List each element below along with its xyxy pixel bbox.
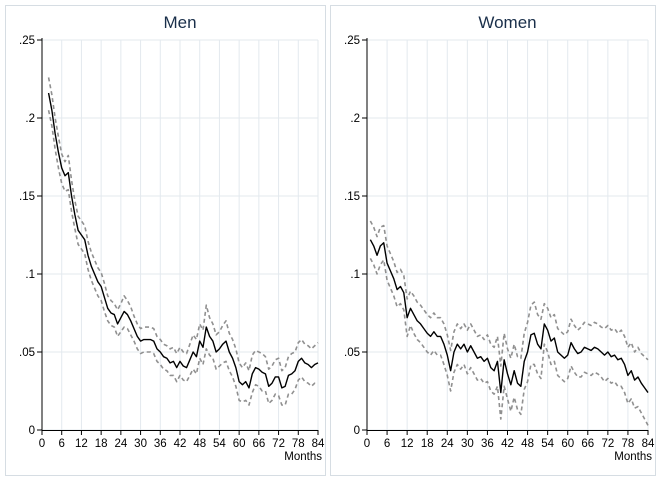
x-tick-label: 30 <box>461 438 474 450</box>
x-tick-label: 60 <box>233 438 246 450</box>
y-tick-label: .2 <box>350 113 360 125</box>
x-tick-label: 84 <box>312 438 325 450</box>
y-tick-label: .15 <box>19 191 35 203</box>
x-tick-label: 18 <box>421 438 434 450</box>
x-axis-label: Months <box>614 451 652 463</box>
x-tick-label: 54 <box>213 438 226 450</box>
y-tick-label: .25 <box>19 35 35 47</box>
x-tick-label: 60 <box>561 438 574 450</box>
x-tick-label: 78 <box>622 438 635 450</box>
y-tick-label: .25 <box>344 35 360 47</box>
x-tick-label: 24 <box>114 438 127 450</box>
panel-men: Men 0 .05 .1 .15 .2 .25 0 6 12 18 24 30 36 42 48 54 60 66 7… <box>5 5 326 476</box>
series-line-upper-ci <box>369 220 649 367</box>
series-line-upper-ci <box>47 77 319 372</box>
series-line-lower-ci <box>47 110 318 406</box>
y-tick-label: .1 <box>350 269 360 281</box>
x-tick-label: 66 <box>581 438 594 450</box>
y-tick-label: .05 <box>19 347 35 359</box>
y-tick-label: 0 <box>29 425 35 437</box>
x-axis-label: Months <box>284 451 322 463</box>
x-tick-label: 12 <box>75 438 88 450</box>
x-tick-label: 30 <box>134 438 147 450</box>
x-tick-label: 48 <box>193 438 206 450</box>
x-tick-label: 48 <box>521 438 534 450</box>
x-tick-label: 24 <box>441 438 454 450</box>
y-tick-label: .15 <box>344 191 360 203</box>
panel-border <box>5 5 326 476</box>
y-tick-label: .1 <box>25 269 35 281</box>
series-line-estimate <box>369 239 649 394</box>
x-tick-label: 12 <box>401 438 414 450</box>
x-tick-label: 72 <box>601 438 614 450</box>
y-tick-label: 0 <box>354 425 360 437</box>
panel-border <box>330 5 656 476</box>
x-tick-label: 0 <box>364 438 370 450</box>
chart-title: Women <box>478 13 536 32</box>
chart-title: Men <box>163 13 196 32</box>
x-tick-label: 6 <box>59 438 65 450</box>
x-tick-label: 42 <box>501 438 514 450</box>
x-tick-label: 66 <box>252 438 265 450</box>
x-tick-label: 36 <box>154 438 167 450</box>
series-line-estimate <box>47 92 319 389</box>
series-line-lower-ci <box>369 258 649 426</box>
y-tick-label: .2 <box>25 113 35 125</box>
x-tick-label: 54 <box>541 438 554 450</box>
x-tick-label: 6 <box>384 438 390 450</box>
x-tick-label: 42 <box>174 438 187 450</box>
x-tick-label: 18 <box>95 438 108 450</box>
x-tick-label: 36 <box>481 438 494 450</box>
y-tick-label: .05 <box>344 347 360 359</box>
x-tick-label: 84 <box>642 438 655 450</box>
panel-women: Women 0 .05 .1 .15 .2 .25 0 6 12 18 24 30 36 42 48 54 60 6… <box>330 5 656 476</box>
x-tick-label: 78 <box>292 438 305 450</box>
x-tick-label: 72 <box>272 438 285 450</box>
x-tick-label: 0 <box>39 438 45 450</box>
